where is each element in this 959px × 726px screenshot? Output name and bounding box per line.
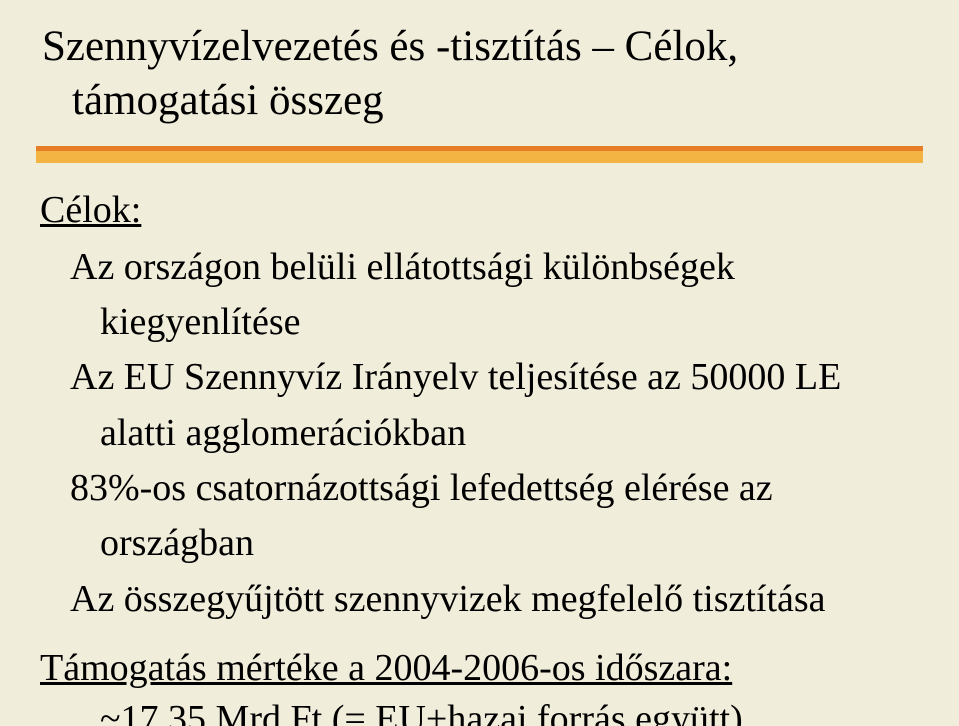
divider — [36, 146, 923, 163]
goal-4: Az összegyűjtött szennyvizek megfelelő t… — [70, 574, 923, 625]
goal-2-line-2: alatti agglomerációkban — [100, 408, 923, 459]
body-text: Célok: Az országon belüli ellátottsági k… — [40, 185, 923, 726]
support-heading: Támogatás mértéke a 2004-2006-os időszar… — [40, 643, 923, 694]
goal-1-line-1: Az országon belüli ellátottsági különbsé… — [70, 242, 923, 293]
goal-2-line-1: Az EU Szennyvíz Irányelv teljesítése az … — [70, 352, 923, 403]
title-line-2: támogatási összeg — [72, 74, 923, 128]
goal-1-line-2: kiegyenlítése — [100, 297, 923, 348]
slide-title: Szennyvízelvezetés és -tisztítás – Célok… — [42, 20, 923, 128]
goals-heading: Célok: — [40, 185, 923, 236]
slide: Szennyvízelvezetés és -tisztítás – Célok… — [0, 0, 959, 726]
title-line-1: Szennyvízelvezetés és -tisztítás – Célok… — [42, 20, 923, 74]
goal-3-line-1: 83%-os csatornázottsági lefedettség elér… — [70, 463, 923, 514]
divider-bottom — [36, 151, 923, 163]
goal-3-line-2: országban — [100, 518, 923, 569]
support-value: ~17,35 Mrd Ft (= EU+hazai forrás együtt) — [100, 694, 923, 726]
